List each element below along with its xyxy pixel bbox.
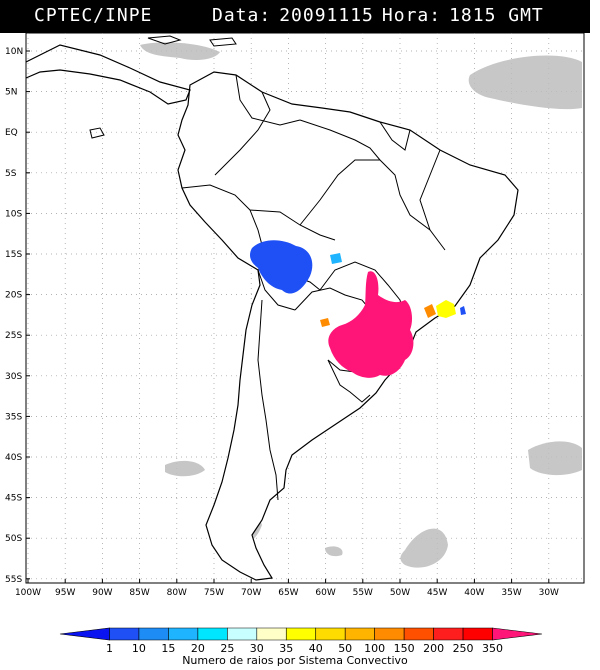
colorbar: 1 10 15 20 25 30 35 40 50 100 150 200 250 350 <box>59 627 543 655</box>
lat-label: 20S <box>5 291 22 301</box>
lat-label: 55S <box>5 575 22 585</box>
header-bar: CPTEC/INPE Data: 20091115 Hora: 1815 GMT <box>0 0 590 33</box>
central-america-outline <box>25 44 191 105</box>
colorbar-tick-label: 25 <box>220 642 234 655</box>
lon-label: 35W <box>501 588 521 598</box>
lon-label: 45W <box>427 588 447 598</box>
lat-label: 45S <box>5 494 22 504</box>
colorbar-tick-label: 50 <box>338 642 352 655</box>
lat-label: 30S <box>5 372 22 382</box>
lat-label: EQ <box>5 128 18 138</box>
system-magenta <box>328 271 414 378</box>
colorbar-title: Numero de raios por Sistema Convectivo <box>182 654 408 667</box>
lon-label: 70W <box>241 588 261 598</box>
date-value: 20091115 <box>279 5 374 26</box>
lon-label: 55W <box>353 588 373 598</box>
lon-label: 85W <box>129 588 149 598</box>
colorbar-tick-label: 35 <box>279 642 293 655</box>
system-cyan <box>330 253 342 264</box>
lon-label: 65W <box>278 588 298 598</box>
colorbar-swatch <box>315 627 346 641</box>
system-orange-east <box>424 304 436 318</box>
colorbar-tick-label: 15 <box>161 642 175 655</box>
organization-name: CPTEC/INPE <box>34 5 153 26</box>
colorbar-swatch <box>109 627 140 641</box>
colorbar-swatch <box>168 627 199 641</box>
lat-label: 15S <box>5 250 22 260</box>
longitude-labels: 100W 95W 90W 85W 80W 75W 70W 65W 60W 55W 50W 45W 40W… <box>15 579 559 598</box>
colorbar-swatch <box>462 627 493 641</box>
colorbar-tick-label: 1 <box>106 642 113 655</box>
colorbar-swatch <box>433 627 464 641</box>
colorbar-swatch <box>59 627 110 641</box>
system-yellow <box>436 300 456 318</box>
lon-label: 100W <box>15 588 41 598</box>
colorbar-swatch <box>492 627 543 641</box>
colorbar-tick-label: 150 <box>394 642 415 655</box>
system-blue <box>250 240 313 294</box>
hour-value: 1815 GMT <box>449 5 544 26</box>
colorbar-tick-label: 10 <box>132 642 146 655</box>
colorbar-tick-label: 20 <box>191 642 205 655</box>
islands-outline <box>89 35 237 139</box>
colorbar-swatch <box>344 627 375 641</box>
convective-systems <box>250 240 466 378</box>
colorbar-swatch <box>227 627 258 641</box>
hour-label: Hora: <box>381 5 442 26</box>
colorbar-swatch <box>138 627 169 641</box>
colorbar-swatch <box>403 627 434 641</box>
lat-label: 35S <box>5 412 22 422</box>
lat-label: 50S <box>5 534 22 544</box>
colorbar-swatch <box>285 627 317 641</box>
colorbar-tick-label: 250 <box>453 642 474 655</box>
lat-label: 10S <box>5 209 22 219</box>
lat-label: 10N <box>5 47 23 57</box>
colorbar-tick-label: 100 <box>364 642 385 655</box>
lon-label: 30W <box>539 588 559 598</box>
lon-label: 95W <box>55 588 75 598</box>
lon-label: 75W <box>204 588 224 598</box>
lat-label: 5N <box>5 88 17 98</box>
lat-label: 5S <box>5 169 17 179</box>
lon-label: 50W <box>390 588 410 598</box>
colorbar-swatch <box>256 627 287 641</box>
date-label: Data: <box>212 5 272 26</box>
colorbar-tick-label: 40 <box>309 642 323 655</box>
lon-label: 40W <box>464 588 484 598</box>
lat-label: 40S <box>5 453 22 463</box>
lon-label: 80W <box>167 588 187 598</box>
colorbar-tick-label: 350 <box>482 642 503 655</box>
colorbar-tick-label: 200 <box>423 642 444 655</box>
latitude-labels: 10N 5N EQ 5S 10S 15S 20S 25S 30S 35S 40S 45S 50S 55S <box>5 47 30 585</box>
lon-label: 60W <box>315 588 335 598</box>
timestamp-info: Data: 20091115 Hora: 1815 GMT <box>212 5 552 26</box>
system-small-blue <box>460 306 466 315</box>
colorbar-tick-label: 30 <box>250 642 264 655</box>
lon-label: 90W <box>92 588 112 598</box>
colorbar-swatch <box>374 627 405 641</box>
lat-label: 25S <box>5 331 22 341</box>
system-orange-west <box>320 318 330 327</box>
colorbar-swatch <box>197 627 228 641</box>
